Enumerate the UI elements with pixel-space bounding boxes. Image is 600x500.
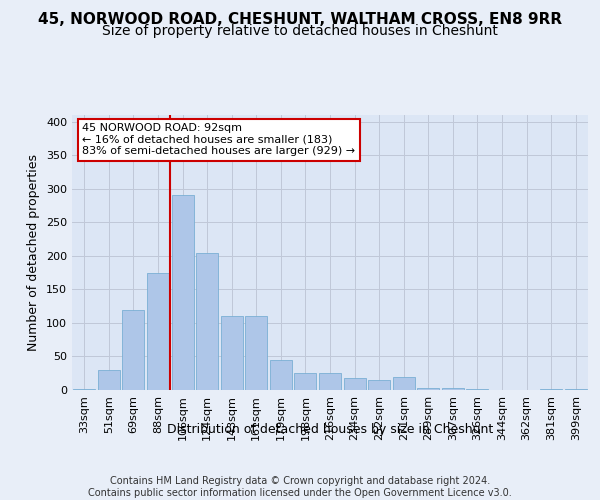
Bar xyxy=(122,310,145,390)
Bar xyxy=(295,373,316,390)
Bar xyxy=(245,316,268,390)
Bar xyxy=(392,376,415,390)
Text: Distribution of detached houses by size in Cheshunt: Distribution of detached houses by size … xyxy=(167,422,493,436)
Bar xyxy=(319,373,341,390)
Text: 45, NORWOOD ROAD, CHESHUNT, WALTHAM CROSS, EN8 9RR: 45, NORWOOD ROAD, CHESHUNT, WALTHAM CROS… xyxy=(38,12,562,28)
Bar xyxy=(73,388,95,390)
Bar xyxy=(147,272,169,390)
Text: Contains HM Land Registry data © Crown copyright and database right 2024.
Contai: Contains HM Land Registry data © Crown c… xyxy=(88,476,512,498)
Bar xyxy=(221,316,243,390)
Text: 45 NORWOOD ROAD: 92sqm
← 16% of detached houses are smaller (183)
83% of semi-de: 45 NORWOOD ROAD: 92sqm ← 16% of detached… xyxy=(82,123,355,156)
Y-axis label: Number of detached properties: Number of detached properties xyxy=(28,154,40,351)
Bar xyxy=(172,196,194,390)
Bar xyxy=(196,252,218,390)
Bar xyxy=(270,360,292,390)
Bar xyxy=(98,370,120,390)
Bar xyxy=(368,380,390,390)
Bar xyxy=(417,388,439,390)
Text: Size of property relative to detached houses in Cheshunt: Size of property relative to detached ho… xyxy=(102,24,498,38)
Bar xyxy=(442,388,464,390)
Bar xyxy=(344,378,365,390)
